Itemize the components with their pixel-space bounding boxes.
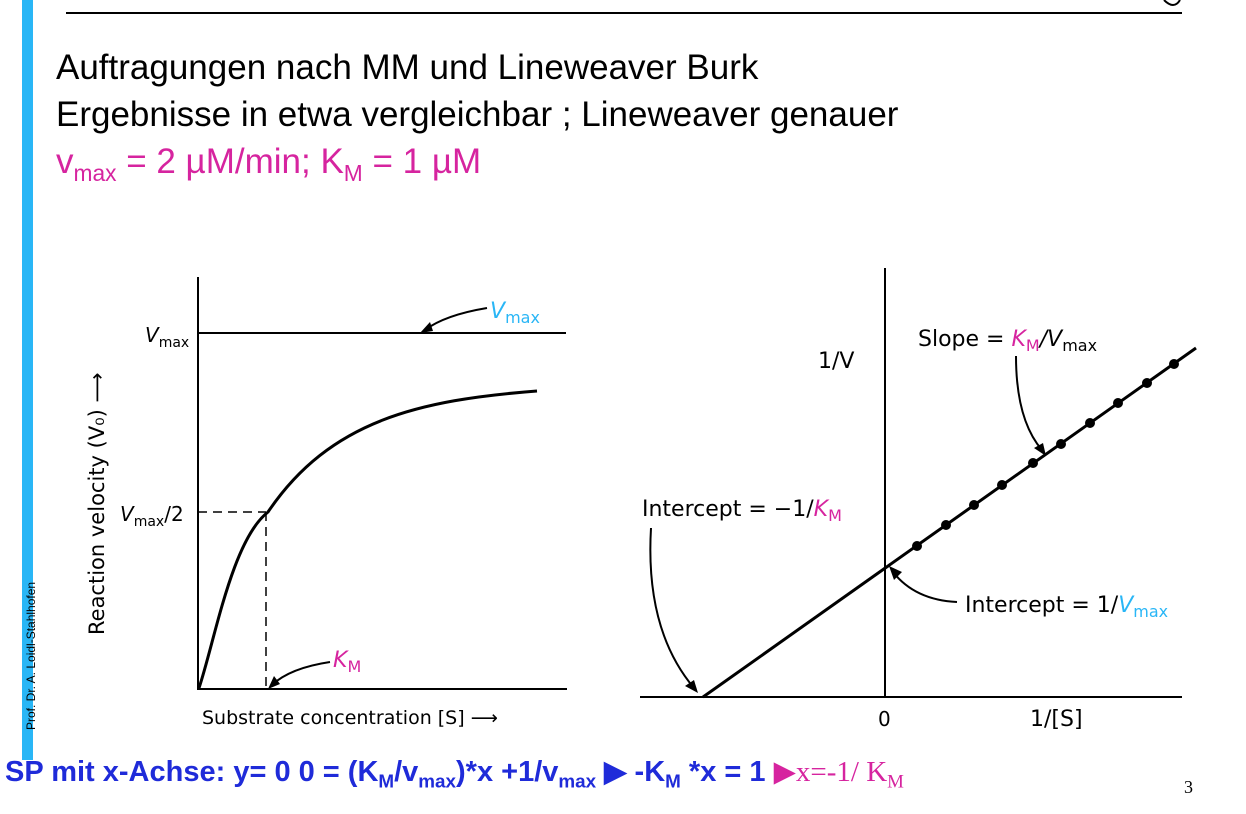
lb-yint-arrowhead [889,566,902,580]
top-rule [66,12,1182,14]
mm-vmax-arrow [424,307,488,331]
mm-x-label: Substrate concentration [S] ⟶ [202,707,498,729]
lb-x-label: 1/[S] [1030,707,1083,732]
page-number: 3 [1184,777,1193,797]
title-line-2: Ergebnisse in etwa vergleichbar ; Linewe… [56,95,899,134]
lb-slope-label: Slope = KM/Vmax [918,327,1097,355]
lb-y-label: 1/V [818,349,854,374]
lb-point [941,520,951,530]
lb-xint-label: Intercept = −1/KM [642,497,842,525]
lb-origin-label: 0 [878,707,891,731]
lb-point [1113,398,1123,408]
mm-tick-vmax-half: Vmax/2 [120,502,184,530]
lb-point [1056,439,1066,449]
mm-vmax-arrowhead [420,322,433,333]
mm-annot-vmax: Vmax [490,299,540,327]
author-credit: Prof. Dr. A. Loidl-Stahlhofen [24,581,38,730]
lb-yint-label: Intercept = 1/Vmax [965,593,1168,621]
lineweaver-burk-plot: 1/V 1/[S] 0 Slope = KM/Vmax Intercept = … [640,268,1197,732]
lb-point [969,500,979,510]
mm-y-label: Reaction velocity (V₀) ⟶ [85,372,109,635]
lb-point [1142,378,1152,388]
mm-annot-km: KM [333,648,361,676]
lb-points [912,359,1179,551]
mm-km-arrow [271,661,331,686]
lb-slope-arrowhead [1034,443,1046,456]
title-line-1: Auftragungen nach MM und Lineweaver Burk [56,48,759,87]
accent-side-bar [22,0,33,760]
lb-point [1085,418,1095,428]
lb-point [997,480,1007,490]
lb-slope-arrow [1015,355,1043,451]
lb-xint-arrowhead [685,680,698,693]
michaelis-menten-plot: Vmax Vmax/2 Reaction velocity (V₀) ⟶ Sub… [85,277,567,729]
lb-point [1169,359,1179,369]
parameter-line: vmax = 2 µM/min; KM = 1 µM [56,142,482,186]
intersection-equation: SP mit x-Achse: y= 0 0 = (KM/vmax)*x +1/… [5,756,904,793]
lb-point [1028,458,1038,468]
mm-tick-vmax: Vmax [145,323,189,351]
lb-yint-arrow [892,571,958,603]
mm-curve [197,389,538,689]
corner-mark [1163,0,1181,6]
lb-point [912,541,922,551]
mm-km-arrowhead [268,676,280,689]
lb-xint-arrow [649,527,695,689]
